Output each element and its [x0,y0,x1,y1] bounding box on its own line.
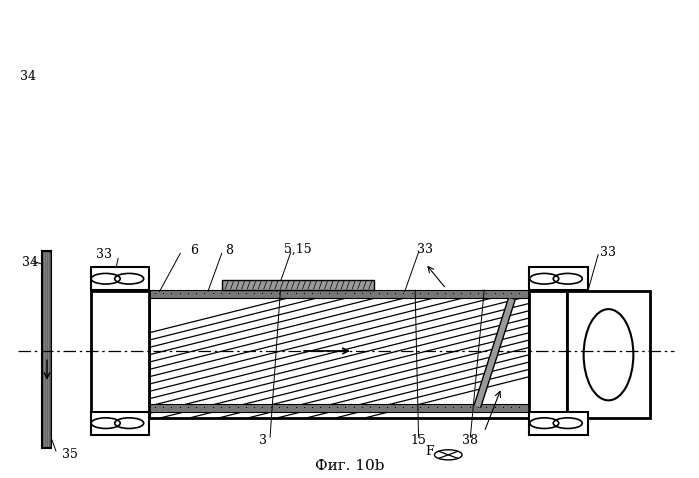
Bar [149,404,529,412]
Text: 6: 6 [190,244,198,257]
Bar [529,292,567,418]
Bar [90,267,149,290]
Text: 5,15: 5,15 [284,243,312,256]
Bar [567,292,650,418]
Text: 34: 34 [22,256,38,269]
Bar [149,292,529,418]
Text: 33: 33 [417,243,433,256]
Bar [149,290,529,298]
Text: 35: 35 [62,448,78,461]
Bar [529,267,588,290]
Text: 33: 33 [96,248,113,261]
Bar [90,412,149,435]
Text: 3: 3 [259,435,267,447]
Text: Фиг. 10b: Фиг. 10b [315,459,384,473]
Text: 38: 38 [462,435,478,447]
Bar [222,280,374,290]
Text: 33: 33 [600,246,617,259]
Ellipse shape [584,309,633,401]
Bar [529,412,588,435]
Bar [90,292,149,418]
Text: 15: 15 [410,435,426,447]
Text: 34: 34 [20,69,36,83]
Bar [42,251,51,448]
Text: 8: 8 [224,244,233,257]
Text: F: F [425,445,434,458]
